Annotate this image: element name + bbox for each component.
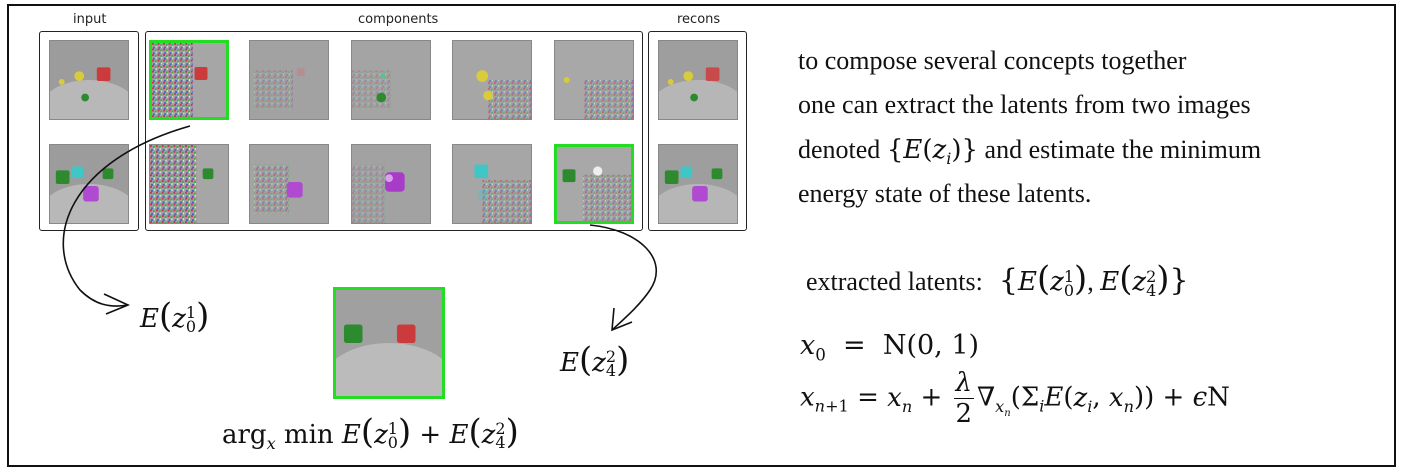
description-line-4: energy state of these latents. — [798, 179, 1092, 208]
left-latent-label: E(z 1 0) — [140, 296, 210, 336]
component-image-r2-c3 — [351, 144, 431, 224]
composed-output-image — [333, 287, 445, 399]
component-image-r1-c2 — [249, 40, 329, 120]
description-line-2: one can extract the latents from two ima… — [798, 90, 1251, 119]
component-image-r2-c5 — [554, 144, 634, 224]
figure-frame — [7, 4, 1396, 467]
component-image-r2-c1 — [149, 144, 229, 224]
latent-set: {E(zi)} — [886, 135, 979, 169]
recons-group-box — [648, 31, 747, 231]
recon-image-1 — [658, 40, 738, 120]
description-line-1: to compose several concepts together — [798, 46, 1187, 75]
component-image-r2-c4 — [452, 144, 532, 224]
description-estimate: and estimate the minimum — [984, 135, 1262, 164]
components-label: components — [358, 12, 439, 27]
component-image-r2-c2 — [249, 144, 329, 224]
description-line-3: denoted {E(zi)} and estimate the minimum — [798, 133, 1261, 176]
component-image-r1-c4 — [452, 40, 532, 120]
component-image-r1-c3 — [351, 40, 431, 120]
right-latent-label: E(z 2 4) — [560, 340, 630, 380]
argmin-equation: argx min E(z 1 0) + E(z 2 4) — [222, 412, 519, 454]
input-image-2 — [49, 144, 129, 224]
component-image-r1-c5 — [554, 40, 634, 120]
update-equation: xn+1 = xn + λ 2 ∇xn(ΣiE(zi, xn)) + ϵN — [800, 368, 1230, 429]
x0-equation: x0 = N(0, 1) — [800, 330, 980, 365]
extracted-latents-line: extracted latents: {E(z 1 0), E(z 2 4)} — [806, 259, 1189, 301]
input-label: input — [73, 12, 107, 27]
component-image-r1-c1 — [149, 40, 229, 120]
description-denoted: denoted — [798, 135, 881, 164]
extracted-latents-label: extracted latents: — [806, 267, 983, 296]
input-image-1 — [49, 40, 129, 120]
recons-label: recons — [677, 12, 721, 27]
recon-image-2 — [658, 144, 738, 224]
